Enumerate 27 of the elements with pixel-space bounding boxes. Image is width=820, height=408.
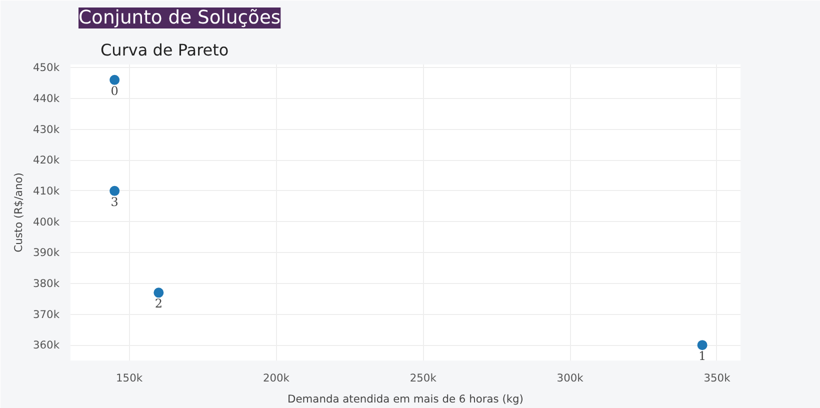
y-tick-label: 420k	[32, 154, 60, 167]
y-tick-label: 430k	[32, 122, 60, 136]
x-tick-label: 150k	[116, 372, 144, 384]
y-axis-title: Custo (R$/ano)	[12, 172, 25, 252]
y-tick-label: 410k	[32, 184, 60, 198]
y-tick-label: 400k	[32, 215, 60, 228]
chart-subtitle: Curva de Pareto	[100, 40, 229, 60]
y-tick-label: 440k	[32, 92, 60, 105]
x-tick-label: 250k	[410, 372, 438, 384]
annotation: 1	[698, 349, 706, 364]
x-tick-label: 200k	[262, 372, 290, 384]
x-axis-title: Demanda atendida em mais de 6 horas (kg)	[288, 392, 524, 406]
annotation: 0	[110, 84, 118, 98]
annotation: 2	[154, 296, 162, 311]
y-tick-label: 380k	[32, 276, 60, 290]
point	[110, 186, 120, 196]
annotation: 3	[110, 194, 118, 209]
point	[110, 74, 120, 85]
point	[697, 340, 708, 350]
point	[154, 288, 164, 298]
y-tick-label: 370k	[32, 308, 60, 321]
x-tick-label: 300k	[556, 372, 584, 384]
chart-title: Conjunto de Soluções	[78, 8, 281, 28]
x-tick-label: 350k	[704, 372, 732, 384]
y-tick-label: 450k	[32, 61, 60, 74]
y-tick-label: 360k	[32, 338, 60, 352]
y-tick-label: 390k	[32, 246, 60, 260]
